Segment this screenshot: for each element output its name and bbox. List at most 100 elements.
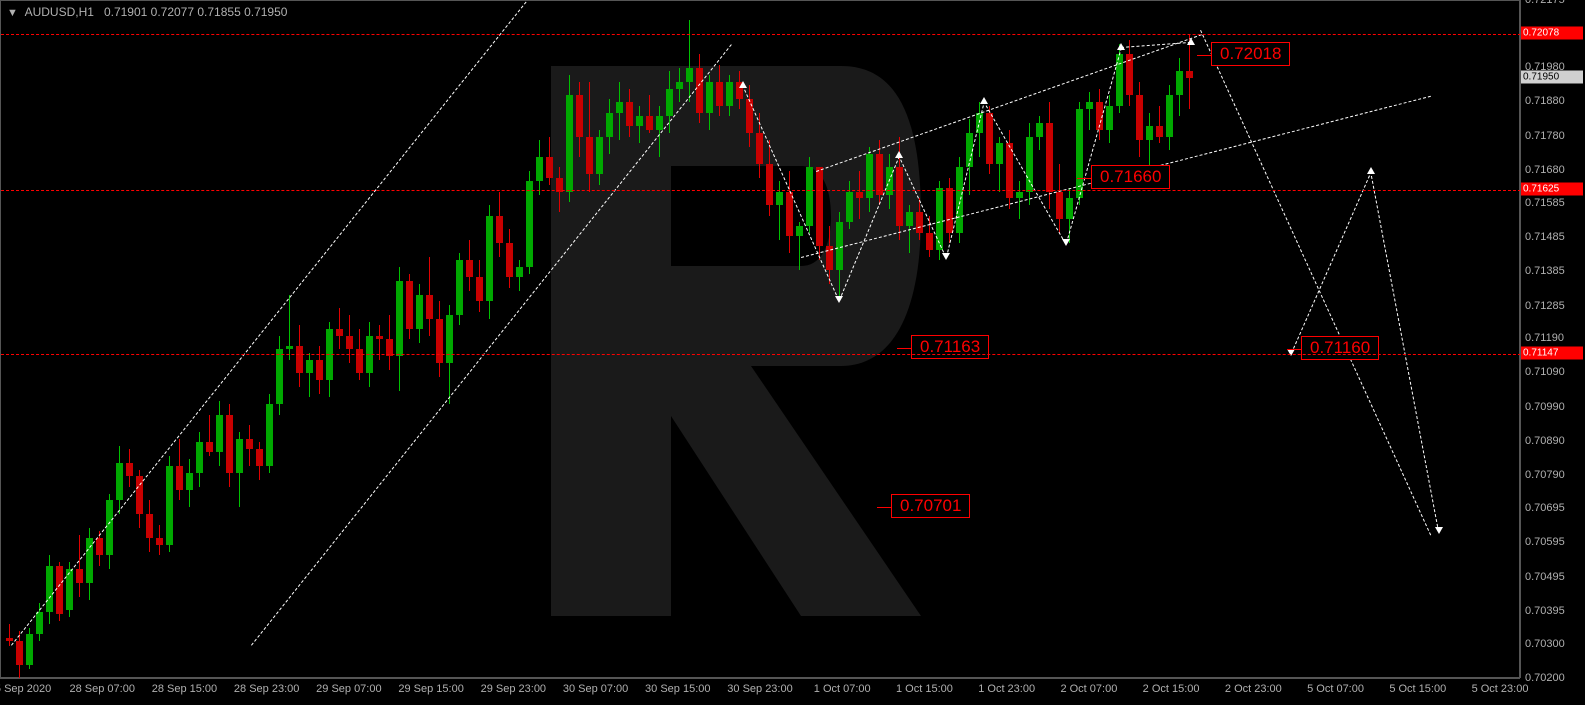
ytick: 0.71285 <box>1525 300 1565 312</box>
watermark-logo <box>521 66 921 616</box>
candle-body <box>466 260 473 277</box>
xtick: 28 Sep 07:00 <box>69 683 134 695</box>
candle-wick <box>289 295 290 360</box>
ytick: 0.71780 <box>1525 130 1565 142</box>
trend-line <box>251 44 732 645</box>
candle-body <box>616 102 623 112</box>
candle-body <box>876 154 883 195</box>
candle-body <box>96 538 103 555</box>
candle-body <box>676 82 683 89</box>
pricebox-tick <box>1287 349 1301 350</box>
candle-body <box>846 192 853 223</box>
arrow-marker <box>942 253 950 260</box>
candle-body <box>216 415 223 453</box>
ytick: 0.71485 <box>1525 231 1565 243</box>
xtick: 30 Sep 23:00 <box>727 683 792 695</box>
candle-body <box>1146 126 1153 140</box>
price-label: 0.70701 <box>891 494 970 518</box>
candle-body <box>446 315 453 363</box>
candle-body <box>756 133 763 164</box>
arrow-marker <box>835 296 843 303</box>
candle-body <box>716 82 723 106</box>
chart-area[interactable]: ▼ AUDUSD,H1 0.71901 0.72077 0.71855 0.71… <box>0 0 1520 678</box>
candle-body <box>536 157 543 181</box>
candle-wick <box>1159 106 1160 144</box>
candle-body <box>396 281 403 357</box>
candle-body <box>546 157 553 178</box>
horizontal-level <box>1 354 1521 355</box>
candle-wick <box>79 535 80 597</box>
candle-body <box>806 167 813 225</box>
candle-body <box>1016 192 1023 199</box>
candle-body <box>726 82 733 106</box>
candle-body <box>496 216 503 243</box>
candle-body <box>6 638 13 641</box>
chevron-down-icon: ▼ <box>7 7 18 19</box>
candle-body <box>276 349 283 404</box>
xtick: 2 Oct 15:00 <box>1143 683 1200 695</box>
candle-body <box>916 212 923 233</box>
y-axis: 0.721750.720780.719800.718800.717800.716… <box>1520 0 1585 678</box>
ytick: 0.72175 <box>1525 0 1565 6</box>
xtick: 1 Oct 07:00 <box>814 683 871 695</box>
candle-body <box>596 137 603 175</box>
candle-body <box>16 641 23 665</box>
ytick: 0.70595 <box>1525 536 1565 548</box>
ytick: 0.71680 <box>1525 164 1565 176</box>
xtick: 1 Oct 23:00 <box>978 683 1035 695</box>
candle-body <box>226 415 233 473</box>
xtick: 5 Oct 23:00 <box>1472 683 1529 695</box>
candle-body <box>576 95 583 136</box>
candle-body <box>656 116 663 130</box>
candle-body <box>1186 71 1193 78</box>
horizontal-level <box>1 190 1521 191</box>
xtick: 30 Sep 07:00 <box>563 683 628 695</box>
candle-body <box>626 102 633 126</box>
xtick: 2 Oct 23:00 <box>1225 683 1282 695</box>
price-label: 0.71660 <box>1091 165 1170 189</box>
candle-body <box>196 442 203 473</box>
xtick: 28 Sep 15:00 <box>152 683 217 695</box>
xtick: 2 Oct 07:00 <box>1060 683 1117 695</box>
candle-body <box>166 466 173 545</box>
candle-body <box>946 188 953 233</box>
xtick: 28 Sep 23:00 <box>234 683 299 695</box>
ytick: 0.70890 <box>1525 435 1565 447</box>
candle-body <box>1106 106 1113 130</box>
candle-body <box>1066 198 1073 219</box>
trend-line <box>983 101 1066 244</box>
candle-body <box>406 281 413 329</box>
candle-body <box>526 181 533 267</box>
candle-body <box>856 192 863 199</box>
arrow-marker <box>895 151 903 158</box>
candle-body <box>296 346 303 373</box>
candle-body <box>206 442 213 452</box>
candle-body <box>1156 126 1163 136</box>
candle-body <box>986 113 993 164</box>
candle-body <box>126 463 133 477</box>
ytick: 0.71090 <box>1525 366 1565 378</box>
candle-body <box>456 260 463 315</box>
arrow-marker <box>1367 167 1375 174</box>
arrow-marker <box>1187 38 1195 45</box>
candle-body <box>416 295 423 329</box>
trend-line <box>1066 47 1122 243</box>
pricebox-tick <box>1077 178 1091 179</box>
symbol-label: AUDUSD,H1 <box>25 5 94 19</box>
candle-body <box>236 439 243 473</box>
candle-body <box>156 538 163 545</box>
price-marker: 0.71147 <box>1521 346 1583 359</box>
xtick: 5 Oct 07:00 <box>1307 683 1364 695</box>
ytick: 0.70990 <box>1525 401 1565 413</box>
arrow-marker <box>1062 239 1070 246</box>
x-axis: 25 Sep 202028 Sep 07:0028 Sep 15:0028 Se… <box>0 678 1520 705</box>
candle-wick <box>1089 92 1090 130</box>
ytick: 0.71385 <box>1525 265 1565 277</box>
ytick: 0.70790 <box>1525 469 1565 481</box>
candle-body <box>186 473 193 490</box>
xtick: 29 Sep 15:00 <box>398 683 463 695</box>
candle-body <box>26 634 33 665</box>
candle-body <box>1056 192 1063 219</box>
candle-body <box>56 566 63 614</box>
candle-body <box>516 267 523 277</box>
